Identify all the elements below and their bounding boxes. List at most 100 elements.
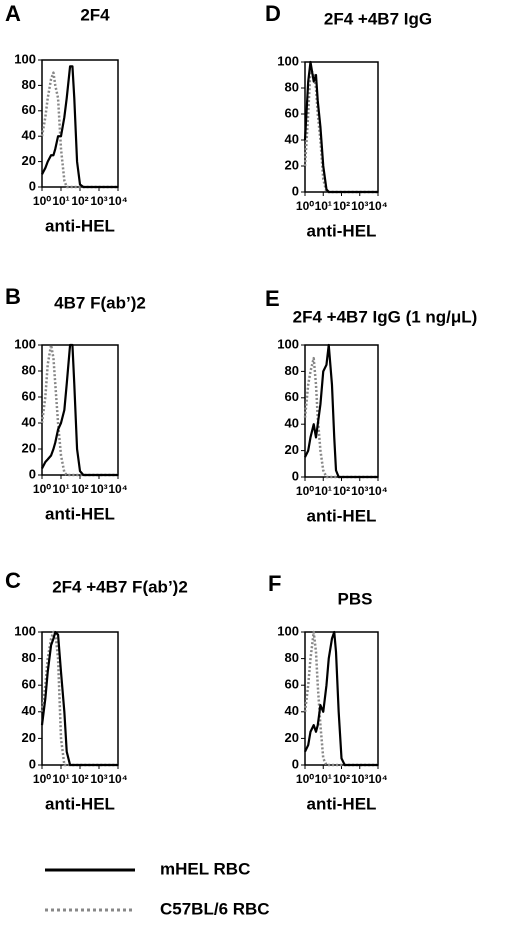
y-tick-label: 40 <box>285 131 299 146</box>
y-tick-label: 0 <box>292 756 299 771</box>
y-tick-label: 40 <box>285 416 299 431</box>
x-tick-label: 10¹ <box>52 772 69 786</box>
x-tick-label: 10² <box>333 199 350 213</box>
x-tick-label: 10² <box>333 484 350 498</box>
x-axis-label: anti-HEL <box>307 221 377 240</box>
legend-label: C57BL/6 RBC <box>160 899 270 918</box>
x-tick-label: 10³ <box>351 199 368 213</box>
x-tick-label: 10⁴ <box>108 194 127 208</box>
y-tick-label: 20 <box>22 730 36 745</box>
histogram-line <box>40 343 118 477</box>
y-tick-label: 20 <box>285 730 299 745</box>
x-axis-label: anti-HEL <box>307 506 377 525</box>
x-tick-label: 10³ <box>90 482 107 496</box>
panel-title: 2F4 +4B7 IgG (1 ng/μL) <box>293 307 478 326</box>
histogram-line <box>41 343 118 477</box>
x-tick-label: 10⁰ <box>33 194 51 208</box>
x-tick-label: 10⁰ <box>296 772 314 786</box>
x-tick-label: 10³ <box>90 772 107 786</box>
x-tick-label: 10² <box>71 194 88 208</box>
y-tick-label: 60 <box>22 677 36 692</box>
y-tick-label: 60 <box>22 388 36 403</box>
panel-title: 2F4 +4B7 IgG <box>324 9 432 28</box>
x-tick-label: 10² <box>71 772 88 786</box>
histogram-line <box>41 65 118 189</box>
y-tick-label: 20 <box>22 153 36 168</box>
x-tick-label: 10⁴ <box>368 484 387 498</box>
panel-letter: E <box>265 286 280 311</box>
x-tick-label: 10⁰ <box>33 772 51 786</box>
y-tick-label: 0 <box>292 183 299 198</box>
y-tick-label: 60 <box>285 389 299 404</box>
panel-letter: D <box>265 1 281 26</box>
x-tick-label: 10⁴ <box>368 199 387 213</box>
y-tick-label: 80 <box>22 362 36 377</box>
y-tick-label: 80 <box>285 363 299 378</box>
x-axis-label: anti-HEL <box>45 794 115 813</box>
panel-title: 2F4 +4B7 F(ab’)2 <box>52 577 188 596</box>
panel-letter: F <box>268 571 281 596</box>
y-tick-label: 40 <box>22 128 36 143</box>
histogram-line <box>304 630 378 767</box>
y-tick-label: 0 <box>292 468 299 483</box>
x-tick-label: 10⁰ <box>33 482 51 496</box>
x-tick-label: 10⁰ <box>296 199 314 213</box>
x-tick-label: 10⁰ <box>296 484 314 498</box>
y-tick-label: 80 <box>22 77 36 92</box>
y-tick-label: 40 <box>22 703 36 718</box>
y-tick-label: 80 <box>22 650 36 665</box>
x-tick-label: 10¹ <box>315 199 332 213</box>
histogram-line <box>303 60 378 194</box>
y-tick-label: 0 <box>29 466 36 481</box>
x-axis-label: anti-HEL <box>45 216 115 235</box>
x-tick-label: 10¹ <box>52 482 69 496</box>
y-tick-label: 80 <box>285 650 299 665</box>
plot-frame <box>41 59 119 188</box>
histogram-line <box>304 343 378 479</box>
panel-letter: A <box>5 1 21 26</box>
y-tick-label: 0 <box>29 178 36 193</box>
y-tick-label: 20 <box>285 157 299 172</box>
x-tick-label: 10¹ <box>315 772 332 786</box>
x-axis-label: anti-HEL <box>45 504 115 523</box>
y-tick-label: 80 <box>285 79 299 94</box>
y-tick-label: 100 <box>277 53 299 68</box>
panel-title: 4B7 F(ab’)2 <box>54 293 146 312</box>
y-tick-label: 100 <box>14 336 36 351</box>
plot-frame <box>304 344 379 478</box>
y-tick-label: 60 <box>285 105 299 120</box>
x-tick-label: 10³ <box>351 772 368 786</box>
y-tick-label: 40 <box>22 414 36 429</box>
plot-frame <box>41 344 119 476</box>
x-tick-label: 10⁴ <box>108 772 127 786</box>
panel-title: PBS <box>338 589 373 608</box>
x-tick-label: 10² <box>333 772 350 786</box>
panel-title: 2F4 <box>80 5 110 24</box>
panel-letter: C <box>5 568 21 593</box>
histogram-line <box>40 71 118 189</box>
y-tick-label: 60 <box>285 677 299 692</box>
x-tick-label: 10⁴ <box>368 772 387 786</box>
histogram-line <box>303 356 378 479</box>
y-tick-label: 0 <box>29 756 36 771</box>
y-tick-label: 20 <box>285 442 299 457</box>
y-tick-label: 100 <box>14 51 36 66</box>
y-tick-label: 100 <box>277 623 299 638</box>
histogram-line <box>303 630 378 767</box>
x-tick-label: 10³ <box>351 484 368 498</box>
y-tick-label: 100 <box>277 336 299 351</box>
plot-frame <box>41 631 119 766</box>
x-tick-label: 10³ <box>90 194 107 208</box>
legend-label: mHEL RBC <box>160 859 250 878</box>
x-tick-label: 10⁴ <box>108 482 127 496</box>
y-tick-label: 60 <box>22 102 36 117</box>
x-tick-label: 10¹ <box>52 194 69 208</box>
y-tick-label: 40 <box>285 703 299 718</box>
histogram-line <box>40 630 118 767</box>
panel-letter: B <box>5 284 21 309</box>
y-tick-label: 100 <box>14 623 36 638</box>
histogram-line <box>40 630 118 767</box>
x-tick-label: 10¹ <box>315 484 332 498</box>
x-tick-label: 10² <box>71 482 88 496</box>
